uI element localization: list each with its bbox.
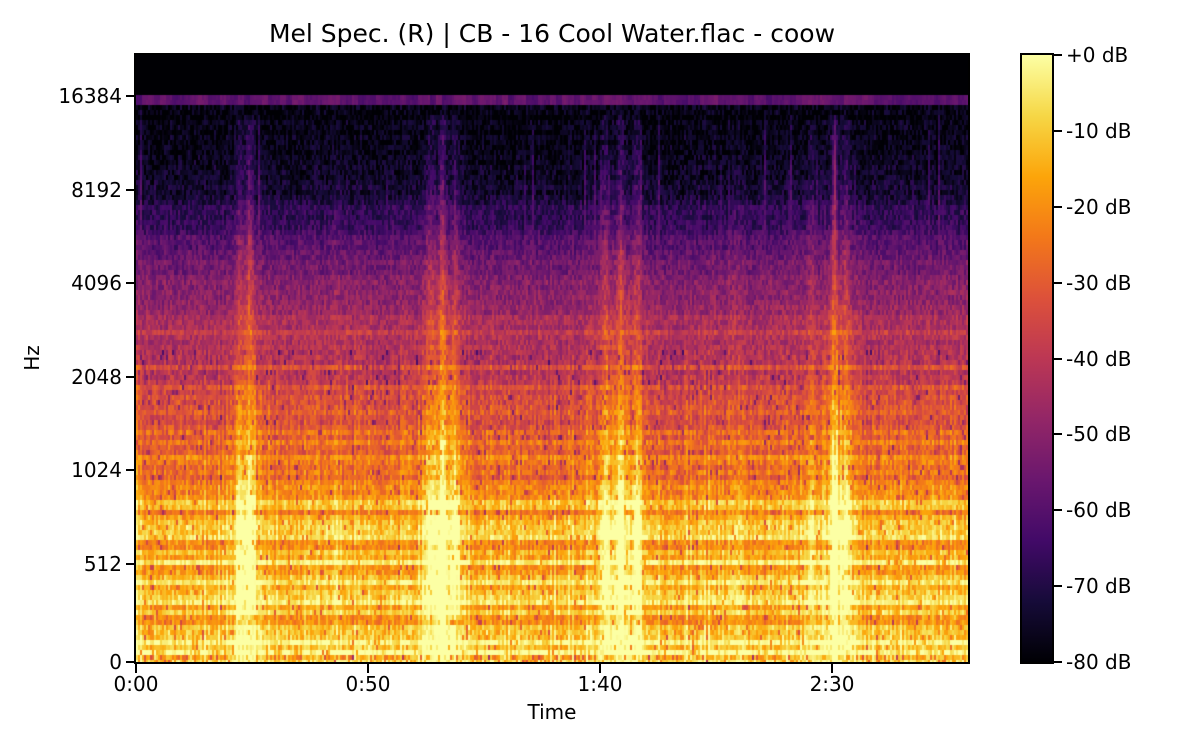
colorbar-tick	[1054, 585, 1062, 588]
y-tick-label: 512	[83, 552, 122, 577]
y-tick-label: 8192	[71, 177, 122, 202]
spectrogram-plot	[134, 53, 970, 664]
colorbar-tick	[1054, 661, 1062, 663]
colorbar-tick-label: +0 dB	[1066, 43, 1129, 67]
x-tick	[367, 664, 369, 673]
colorbar-tick-label: -30 dB	[1066, 270, 1132, 295]
spectrogram-canvas	[136, 55, 968, 662]
y-tick	[126, 282, 135, 285]
colorbar-tick-label: -60 dB	[1066, 498, 1132, 523]
y-tick	[126, 375, 135, 378]
colorbar-tick-label: -70 dB	[1066, 574, 1132, 599]
colorbar-tick	[1054, 129, 1062, 132]
x-tick-label: 0:00	[113, 672, 159, 696]
x-tick-label: 2:30	[809, 672, 855, 696]
colorbar-tick	[1054, 54, 1062, 56]
colorbar-tick-label: -20 dB	[1066, 194, 1132, 219]
x-tick	[135, 664, 137, 673]
y-tick	[126, 563, 135, 566]
y-tick	[126, 469, 135, 472]
x-tick	[831, 664, 834, 673]
y-tick-label: 2048	[71, 364, 122, 389]
colorbar-tick-label: -80 dB	[1066, 650, 1132, 674]
colorbar-tick	[1054, 509, 1062, 512]
x-axis-label: Time	[527, 700, 577, 724]
colorbar-tick-label: -50 dB	[1066, 422, 1132, 447]
colorbar-tick	[1054, 281, 1062, 284]
colorbar-tick	[1054, 357, 1062, 360]
y-tick-label: 16384	[58, 84, 122, 109]
y-tick	[126, 661, 135, 663]
colorbar-tick-label: -40 dB	[1066, 346, 1132, 371]
y-tick-label: 0	[109, 650, 122, 674]
x-tick-label: 1:40	[577, 672, 623, 696]
colorbar-tick-label: -10 dB	[1066, 118, 1132, 143]
y-tick	[126, 188, 135, 191]
colorbar-gradient	[1022, 55, 1052, 662]
y-tick-label: 4096	[71, 271, 122, 296]
y-tick-label: 1024	[71, 458, 122, 483]
colorbar-tick	[1054, 205, 1062, 208]
colorbar-tick	[1054, 433, 1062, 436]
colorbar	[1020, 53, 1054, 664]
y-tick	[126, 95, 135, 98]
x-tick	[599, 664, 602, 673]
chart-title: Mel Spec. (R) | CB - 16 Cool Water.flac …	[268, 19, 836, 48]
x-tick-label: 0:50	[345, 672, 391, 696]
